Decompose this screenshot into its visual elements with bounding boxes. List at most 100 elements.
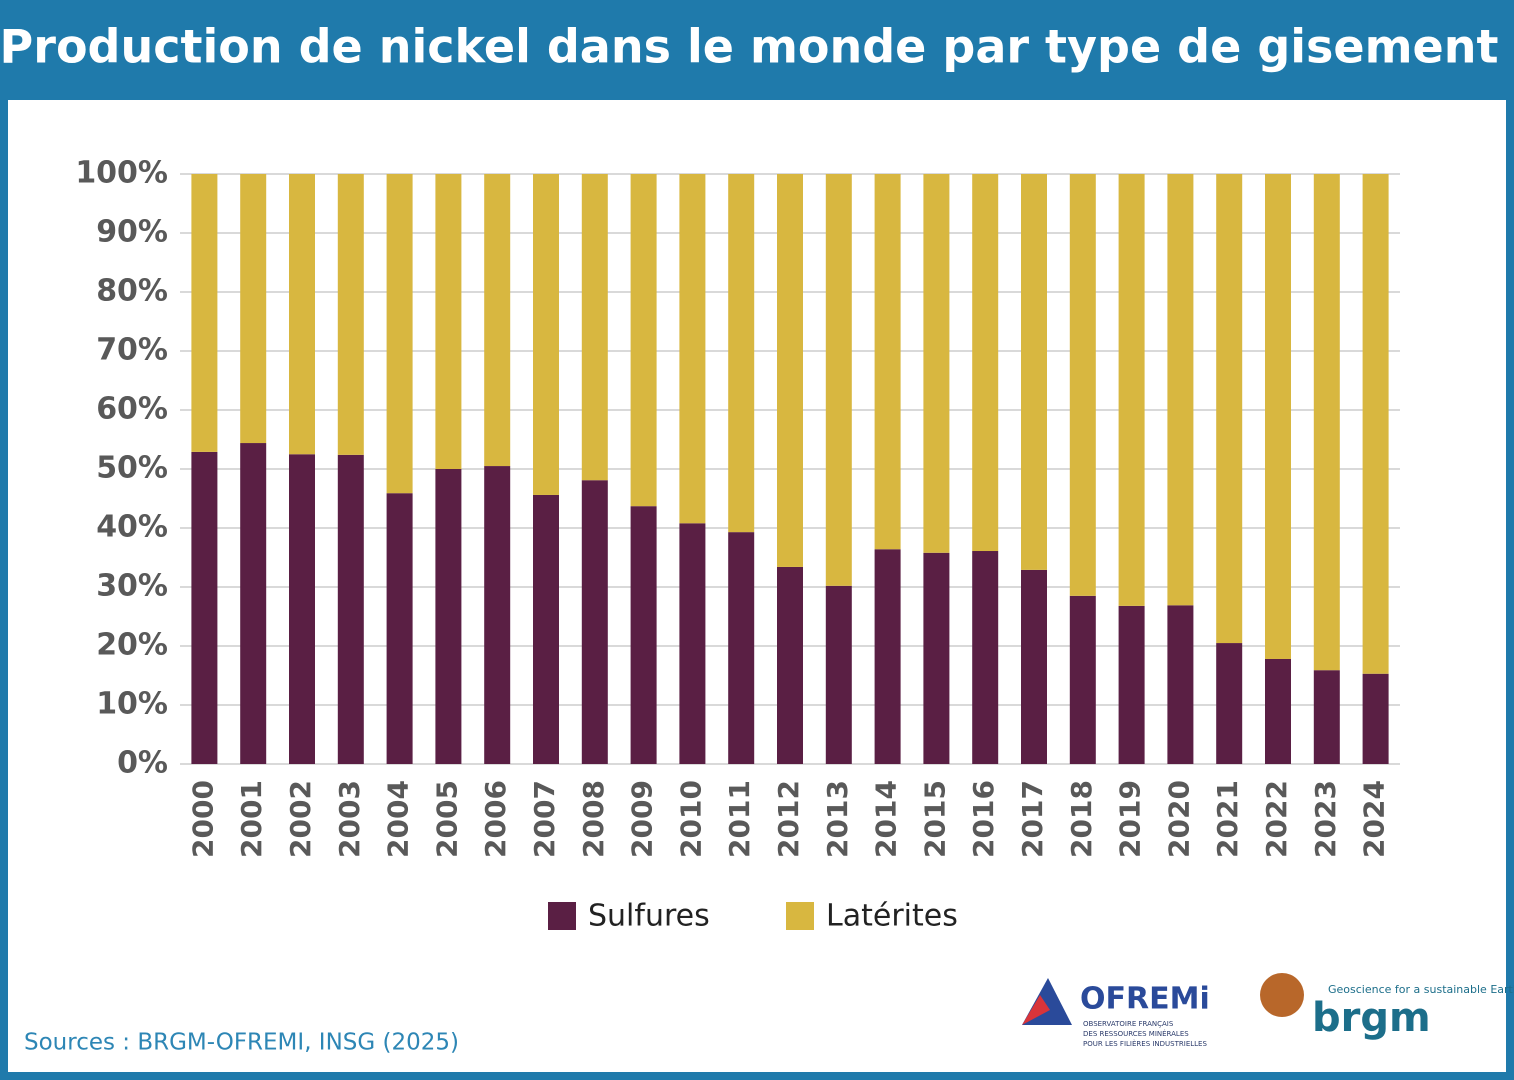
legend-label: Latérites xyxy=(826,899,958,934)
x-tick-label: 2014 xyxy=(870,780,903,858)
bar-segment xyxy=(484,466,511,764)
bar-segment xyxy=(1313,670,1340,764)
bar-segment xyxy=(581,174,608,481)
bar-segment xyxy=(1118,174,1145,606)
x-tick-label: 2020 xyxy=(1162,780,1195,858)
bar-segment xyxy=(923,174,950,553)
logo-text: OBSERVATOIRE FRANÇAIS xyxy=(1083,1020,1174,1028)
bar-segment xyxy=(874,549,901,764)
bar-segment xyxy=(484,174,511,467)
bar-segment xyxy=(1265,174,1291,659)
bar-segment xyxy=(1167,605,1194,764)
source: Sources : BRGM-OFREMI, INSG (2025) xyxy=(24,1030,459,1056)
x-tick-label: 2004 xyxy=(382,780,415,858)
bar-segment xyxy=(679,174,706,524)
logo-text: Geoscience for a sustainable Earth xyxy=(1328,983,1514,996)
bar-segment xyxy=(777,566,803,764)
logo-text: DES RESSOURCES MINÉRALES xyxy=(1083,1029,1189,1038)
bar-segment xyxy=(679,523,706,764)
x-tick-label: 2006 xyxy=(479,780,512,858)
x-tick-label: 2021 xyxy=(1211,780,1244,858)
bar-segment xyxy=(191,174,218,452)
logo-text: POUR LES FILIÈRES INDUSTRIELLES xyxy=(1083,1039,1207,1048)
legend-swatch xyxy=(786,902,814,930)
bar-segment xyxy=(435,174,462,469)
bar-segment xyxy=(874,174,901,550)
legend-label: Sulfures xyxy=(588,899,710,934)
bar-segment xyxy=(1021,174,1047,570)
x-tick-label: 2001 xyxy=(235,780,268,858)
legend-swatch xyxy=(548,902,576,930)
bar-segment xyxy=(1069,595,1096,764)
bar-segment xyxy=(1118,605,1145,764)
logo-shape xyxy=(1260,973,1304,1017)
bar-segment xyxy=(240,174,267,444)
x-tick-label: 2007 xyxy=(528,780,561,858)
bar-segment xyxy=(1167,174,1194,606)
bar-segment xyxy=(435,469,462,764)
bar-segment xyxy=(289,454,315,764)
bar-segment xyxy=(1265,658,1291,764)
bar-segment xyxy=(1021,569,1047,764)
y-tick-label: 100% xyxy=(75,156,168,191)
x-tick-label: 2018 xyxy=(1065,780,1098,858)
x-tick-label: 2024 xyxy=(1358,780,1391,858)
x-tick-label: 2017 xyxy=(1016,780,1049,858)
x-tick-label: 2002 xyxy=(284,780,317,858)
bar-segment xyxy=(972,174,999,552)
bar-segment xyxy=(923,552,950,764)
bar-segment xyxy=(337,174,364,455)
bar-segment xyxy=(1216,174,1243,644)
y-tick-label: 80% xyxy=(96,274,168,309)
x-tick-label: 2010 xyxy=(674,780,707,858)
logo-text: OFREMi xyxy=(1080,982,1210,1017)
y-tick-label: 60% xyxy=(96,392,168,427)
x-tick-label: 2005 xyxy=(430,780,463,858)
x-tick-label: 2013 xyxy=(821,780,854,858)
x-tick-label: 2019 xyxy=(1114,780,1147,858)
x-tick-label: 2009 xyxy=(626,780,659,858)
bar-segment xyxy=(1069,174,1096,596)
bar-segment xyxy=(191,451,218,764)
x-tick-label: 2016 xyxy=(967,780,1000,858)
y-tick-label: 90% xyxy=(96,215,168,250)
bar-segment xyxy=(728,174,755,533)
y-tick-label: 70% xyxy=(96,333,168,368)
x-tick-label: 2015 xyxy=(918,780,951,858)
x-tick-label: 2023 xyxy=(1309,780,1342,858)
bar-segment xyxy=(777,174,803,567)
x-tick-label: 2022 xyxy=(1260,780,1293,858)
bar-segment xyxy=(337,454,364,764)
bar-segment xyxy=(972,551,999,764)
brgm-logo: brgm Geoscience for a sustainable Earth xyxy=(1260,973,1514,1041)
bar-segment xyxy=(533,174,559,495)
chart-title: Production de nickel dans le monde par t… xyxy=(0,20,1498,74)
x-tick-label: 2003 xyxy=(333,780,366,858)
bar-segment xyxy=(728,532,755,764)
bar-segment xyxy=(289,174,315,455)
bar-segment xyxy=(1216,643,1243,764)
x-tick-label: 2011 xyxy=(723,780,756,858)
bar-segment xyxy=(533,494,559,764)
bar-segment xyxy=(1313,174,1340,671)
bar-segment xyxy=(386,174,413,494)
bar-segment xyxy=(240,443,267,764)
x-tick-label: 2008 xyxy=(577,780,610,858)
bar-segment xyxy=(1362,174,1389,674)
bar-segment xyxy=(581,480,608,764)
bar-segment xyxy=(630,174,657,507)
x-tick-label: 2000 xyxy=(186,780,219,858)
y-tick-label: 30% xyxy=(96,569,168,604)
y-tick-label: 20% xyxy=(96,628,168,663)
logo-shape xyxy=(1022,995,1050,1025)
bar-segment xyxy=(825,174,852,586)
logo-text: brgm xyxy=(1312,995,1431,1041)
bar-segment xyxy=(386,493,413,764)
bar-segment xyxy=(1362,673,1389,764)
y-tick-label: 50% xyxy=(96,451,168,486)
y-tick-label: 0% xyxy=(117,746,168,781)
ofremi-logo: OFREMi OBSERVATOIRE FRANÇAIS DES RESSOUR… xyxy=(1022,978,1210,1048)
bar-segment xyxy=(825,585,852,764)
